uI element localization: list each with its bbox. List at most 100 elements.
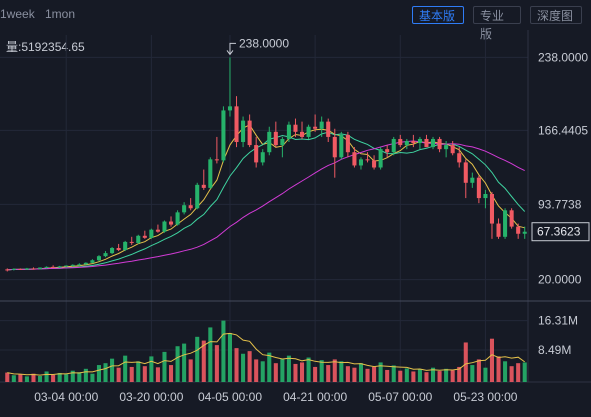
candle-body [326, 121, 331, 137]
volume-bar [352, 367, 357, 382]
candle-body [83, 262, 88, 265]
volume-bar [214, 345, 219, 382]
volume-bar [372, 366, 377, 382]
volume-bar [516, 363, 521, 382]
candle-body [149, 229, 154, 238]
volume-bar [489, 338, 495, 382]
candle-body [116, 248, 121, 251]
volume-bar [227, 333, 233, 382]
basic-view-button[interactable]: 基本版 [412, 6, 464, 24]
volume-bar [522, 362, 527, 382]
candle-body [247, 120, 252, 146]
candle-body [313, 126, 318, 129]
candle-body [503, 210, 508, 237]
volume-bar [332, 359, 337, 382]
candle-body [509, 210, 514, 227]
candle-body [267, 131, 272, 153]
timeframe-1mon[interactable]: 1mon [45, 7, 76, 21]
candle-body [391, 138, 396, 153]
volume-bar [70, 370, 75, 382]
volume-bar [247, 351, 252, 382]
candle-body [195, 184, 200, 209]
candle-body [136, 235, 141, 243]
candle-body [516, 226, 521, 234]
volume-bar [444, 368, 449, 382]
volume-bar [476, 359, 481, 382]
volume-bar [286, 355, 291, 382]
volume-bar [280, 358, 285, 382]
volume-bar [221, 320, 226, 382]
volume-bar [103, 363, 108, 382]
volume-bar [345, 366, 350, 382]
current-price-tag [531, 222, 590, 242]
candle-body [332, 136, 337, 158]
price-tick-label: 166.4405 [538, 123, 588, 137]
volume-bar [51, 374, 56, 382]
candle-body [299, 131, 305, 137]
candle-body [450, 145, 455, 154]
volume-bar [37, 375, 43, 382]
volume-bar [509, 366, 514, 382]
candle-body [44, 266, 49, 268]
candle-body [385, 149, 390, 153]
timeframe-1week[interactable]: 1week [0, 7, 35, 21]
candle-body [57, 266, 62, 268]
candle-body [424, 138, 429, 148]
candle-body [234, 106, 239, 143]
volume-bar [96, 365, 102, 382]
ma10-line [7, 131, 526, 271]
volume-bar [411, 371, 416, 382]
volume-bar [319, 360, 324, 382]
depth-chart-button[interactable]: 深度图 [530, 6, 582, 24]
candle-body [188, 205, 193, 209]
volume-bar [64, 374, 69, 382]
candle-body [280, 138, 285, 146]
volume-bar [24, 376, 29, 382]
volume-bar [450, 370, 455, 382]
candle-body [142, 235, 147, 238]
candle-body [51, 266, 56, 268]
candle-body [129, 241, 134, 243]
volume-bar [299, 362, 305, 382]
volume-bar [90, 373, 95, 382]
volume-bar [57, 372, 62, 382]
volume-bar [339, 361, 344, 382]
candle-body [293, 124, 298, 132]
candle-body [260, 152, 265, 163]
volume-bar [260, 361, 265, 382]
candle-body [201, 184, 206, 188]
candle-body [470, 177, 475, 183]
candle-body [358, 159, 364, 166]
toolbar: 1week 1mon 基本版 专业版 深度图 [0, 0, 591, 41]
volume-bar [241, 353, 246, 382]
candle-body [339, 134, 344, 158]
volume-bar [503, 361, 508, 382]
volume-bar [483, 367, 488, 382]
volume-bar [417, 369, 422, 382]
volume-bar [83, 368, 88, 382]
candle-body [352, 152, 357, 166]
volume-bar [129, 366, 134, 382]
volume-bar [175, 346, 180, 382]
high-annotation-leader [229, 42, 236, 55]
high-annotation-label: 238.0000 [239, 36, 289, 50]
volume-bar [463, 342, 468, 382]
volume-bar [313, 366, 318, 382]
volume-bar [44, 371, 49, 382]
volume-bar [168, 365, 174, 382]
volume-bar [385, 369, 390, 382]
volume-bar [110, 358, 115, 382]
high-annotation-arrow [226, 50, 234, 56]
ma30-line [7, 140, 525, 271]
candle-body [398, 138, 403, 146]
candle-body [372, 160, 377, 168]
volume-bar [365, 368, 370, 382]
candle-body [378, 149, 383, 168]
candle-body [96, 256, 102, 261]
candle-body [241, 120, 246, 143]
candle-body [18, 268, 23, 270]
volume-bar [470, 365, 475, 382]
volume-bar [378, 362, 383, 382]
pro-view-button[interactable]: 专业版 [473, 6, 521, 41]
